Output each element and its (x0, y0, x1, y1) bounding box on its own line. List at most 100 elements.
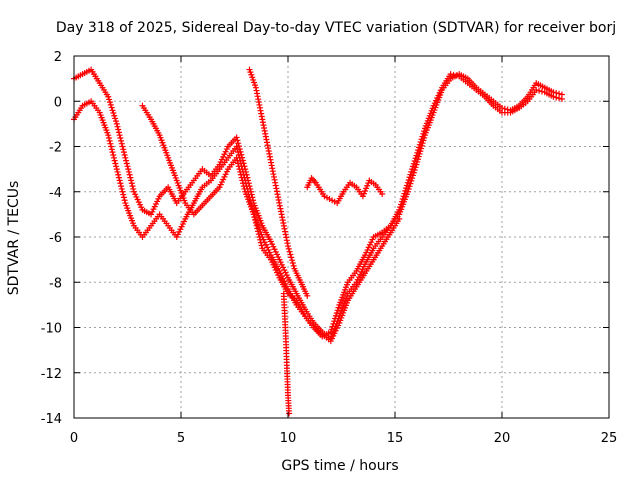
data-marker (113, 163, 120, 170)
data-marker (124, 163, 131, 170)
data-point (113, 120, 120, 127)
data-marker (418, 136, 425, 143)
data-marker (118, 185, 125, 192)
data-point (304, 292, 311, 299)
data-marker (408, 168, 415, 175)
data-marker (235, 149, 242, 156)
data-marker (400, 193, 407, 200)
data-marker (119, 143, 126, 150)
data-marker (128, 177, 135, 184)
data-marker (401, 190, 408, 197)
data-marker (108, 146, 115, 153)
data-point (105, 132, 112, 139)
data-marker (556, 95, 563, 102)
data-marker (121, 197, 128, 204)
data-marker (106, 96, 113, 103)
y-tick-label: -14 (41, 412, 62, 427)
grid (74, 56, 609, 418)
x-tick-label: 25 (601, 431, 618, 446)
y-tick-label: 0 (54, 95, 62, 110)
data-point (113, 166, 120, 173)
data-marker (120, 146, 127, 153)
data-marker (112, 115, 119, 122)
data-marker (111, 157, 118, 164)
data-marker (450, 71, 457, 78)
data-marker (234, 157, 241, 164)
x-axis-label: GPS time / hours (281, 458, 398, 474)
data-marker (290, 262, 297, 269)
data-point (359, 193, 366, 200)
data-marker (255, 231, 262, 238)
data-marker (416, 141, 423, 148)
data-marker (406, 174, 413, 181)
x-tick-label: 10 (280, 431, 297, 446)
data-marker (289, 257, 296, 264)
data-marker (415, 147, 422, 154)
data-marker (115, 174, 122, 181)
data-marker (360, 190, 367, 197)
data-point (533, 86, 540, 93)
data-marker (130, 185, 137, 192)
data-point (558, 95, 565, 102)
data-marker (287, 251, 294, 258)
data-point (413, 152, 420, 159)
data-marker (109, 107, 116, 114)
data-point (122, 154, 129, 161)
data-marker (414, 149, 421, 156)
data-marker (405, 176, 412, 183)
data-marker (116, 177, 123, 184)
chart-title: Day 318 of 2025, Sidereal Day-to-day VTE… (56, 20, 616, 36)
x-tick-label: 0 (70, 431, 78, 446)
data-marker (120, 194, 127, 201)
y-tick-label: -8 (49, 276, 62, 291)
data-marker (285, 245, 292, 252)
data-marker (256, 234, 263, 240)
data-marker (538, 88, 545, 95)
data-point (233, 134, 240, 141)
data-marker (254, 225, 261, 232)
data-marker (402, 187, 409, 194)
series-track-f (304, 175, 386, 207)
data-marker (328, 326, 335, 333)
data-marker (257, 236, 264, 243)
data-marker (237, 171, 244, 178)
y-tick-label: -10 (41, 322, 62, 337)
data-point (550, 93, 557, 100)
data-marker (238, 174, 245, 181)
data-marker (363, 185, 370, 192)
data-marker (332, 315, 339, 322)
data-marker (115, 171, 122, 178)
data-marker (118, 183, 125, 190)
data-marker (333, 310, 340, 317)
data-marker (403, 185, 410, 192)
data-marker (410, 160, 417, 167)
data-marker (415, 144, 422, 151)
data-marker (110, 110, 117, 117)
data-marker (536, 87, 543, 94)
data-marker (117, 180, 124, 187)
data-marker (106, 137, 113, 144)
data-marker (332, 312, 339, 319)
data-marker (331, 318, 338, 325)
data-marker (286, 248, 293, 255)
data-marker (106, 99, 113, 106)
data-marker (125, 168, 132, 175)
data-marker (235, 140, 242, 147)
data-marker (239, 177, 246, 184)
y-tick-label: -12 (41, 367, 62, 382)
data-marker (335, 304, 342, 311)
data-marker (398, 198, 405, 205)
data-marker (417, 138, 424, 145)
data-point (286, 410, 293, 417)
data-marker (553, 94, 560, 101)
data-point (285, 243, 291, 250)
data-marker (123, 160, 130, 167)
data-marker (412, 155, 419, 162)
data-marker (329, 323, 336, 330)
data-marker (258, 242, 265, 249)
data-marker (240, 183, 247, 190)
series-track-d (246, 66, 311, 299)
data-marker (237, 168, 244, 175)
data-point (105, 93, 112, 100)
